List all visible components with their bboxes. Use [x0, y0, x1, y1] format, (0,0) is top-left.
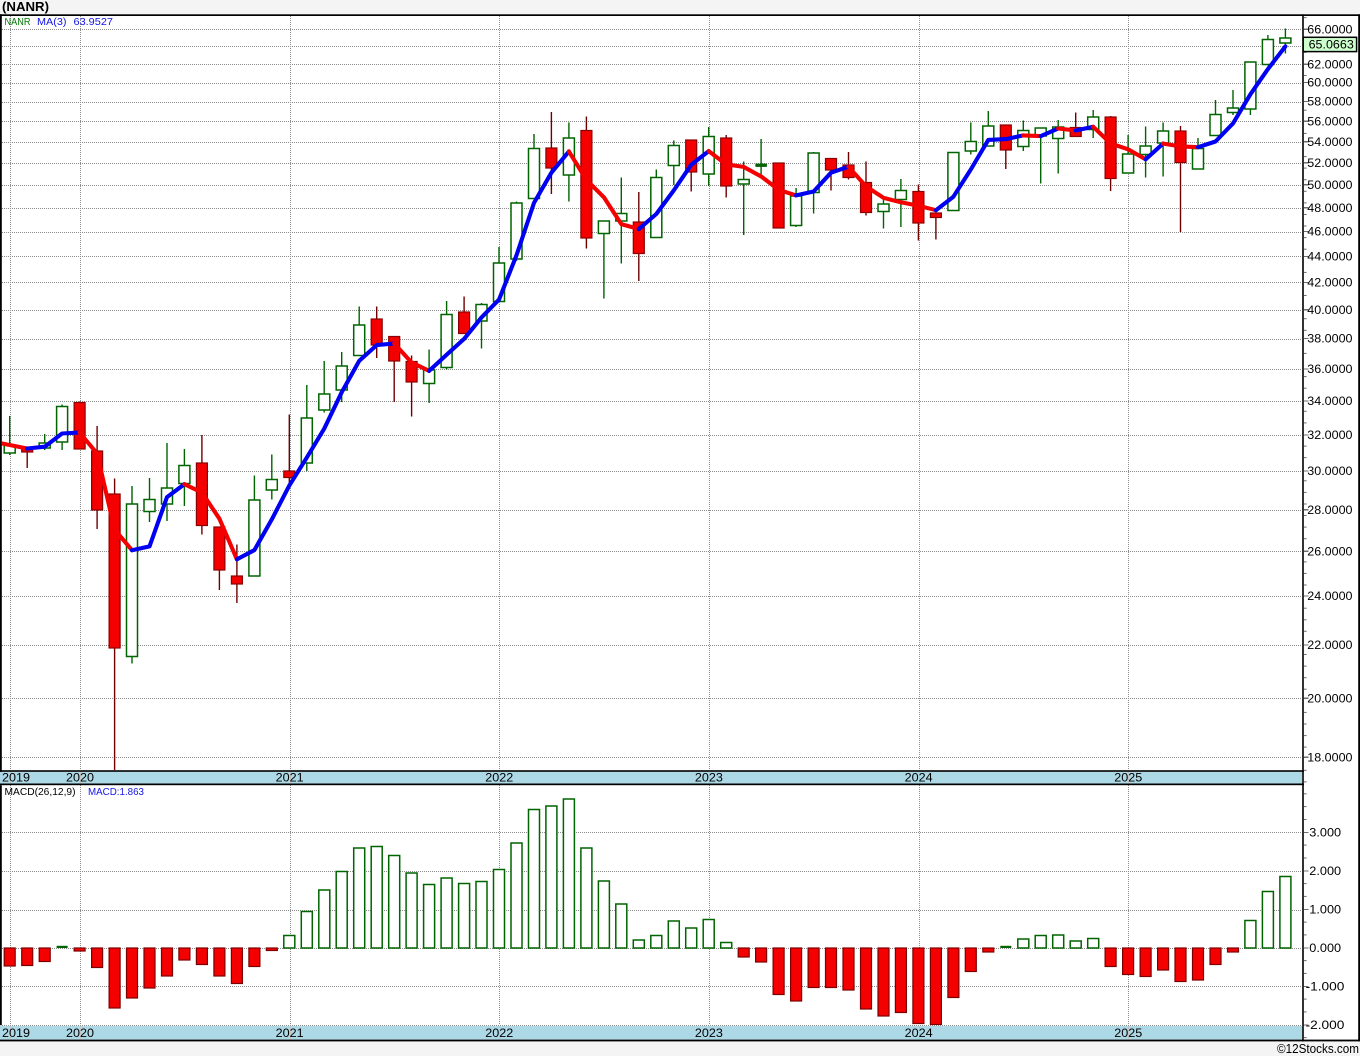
svg-text:2021: 2021: [276, 773, 304, 785]
svg-text:MA(3): MA(3): [37, 16, 67, 28]
svg-text:40.0000: 40.0000: [1307, 305, 1352, 317]
svg-text:48.0000: 48.0000: [1307, 203, 1352, 215]
svg-text:2.000: 2.000: [1309, 866, 1341, 878]
svg-text:18.0000: 18.0000: [1307, 752, 1352, 764]
svg-text:-1.000: -1.000: [1306, 982, 1345, 994]
svg-text:44.0000: 44.0000: [1307, 252, 1352, 264]
svg-text:NANR: NANR: [5, 16, 31, 28]
svg-text:0.000: 0.000: [1309, 943, 1341, 955]
svg-text:2024: 2024: [905, 1028, 934, 1040]
svg-text:(NANR): (NANR): [2, 0, 49, 14]
svg-text:52.0000: 52.0000: [1307, 158, 1352, 170]
svg-text:36.0000: 36.0000: [1307, 364, 1352, 376]
svg-text:26.0000: 26.0000: [1307, 546, 1352, 558]
svg-text:-2.000: -2.000: [1306, 1020, 1345, 1032]
svg-text:66.0000: 66.0000: [1307, 24, 1352, 36]
svg-text:2021: 2021: [276, 1028, 304, 1040]
svg-text:62.0000: 62.0000: [1307, 59, 1352, 71]
svg-text:2025: 2025: [1114, 773, 1142, 785]
svg-text:2022: 2022: [485, 773, 513, 785]
svg-text:46.0000: 46.0000: [1307, 227, 1352, 239]
svg-text:28.0000: 28.0000: [1307, 505, 1352, 517]
svg-text:24.0000: 24.0000: [1307, 591, 1352, 603]
svg-text:1.000: 1.000: [1309, 905, 1341, 917]
svg-text:2024: 2024: [905, 773, 934, 785]
svg-text:2019: 2019: [2, 773, 30, 785]
svg-text:2023: 2023: [695, 773, 723, 785]
svg-text:32.0000: 32.0000: [1307, 430, 1352, 442]
svg-text:54.0000: 54.0000: [1307, 137, 1352, 149]
svg-text:22.0000: 22.0000: [1307, 640, 1352, 652]
svg-text:42.0000: 42.0000: [1307, 278, 1352, 290]
svg-text:60.0000: 60.0000: [1307, 78, 1352, 90]
svg-text:63.9527: 63.9527: [74, 16, 114, 28]
svg-text:38.0000: 38.0000: [1307, 334, 1352, 346]
svg-text:20.0000: 20.0000: [1307, 693, 1352, 705]
svg-text:MACD:1.863: MACD:1.863: [88, 786, 144, 798]
svg-text:56.0000: 56.0000: [1307, 116, 1352, 128]
svg-text:2023: 2023: [695, 1028, 723, 1040]
svg-text:65.0663: 65.0663: [1309, 40, 1354, 52]
svg-text:30.0000: 30.0000: [1307, 466, 1352, 478]
svg-text:MACD(26,12,9): MACD(26,12,9): [5, 786, 76, 798]
svg-text:50.0000: 50.0000: [1307, 180, 1352, 192]
svg-text:2025: 2025: [1114, 1028, 1142, 1040]
svg-text:34.0000: 34.0000: [1307, 396, 1352, 408]
svg-text:2019: 2019: [2, 1028, 30, 1040]
svg-text:58.0000: 58.0000: [1307, 97, 1352, 109]
svg-text:3.000: 3.000: [1309, 828, 1341, 840]
svg-text:2022: 2022: [485, 1028, 513, 1040]
svg-text:©12Stocks.com: ©12Stocks.com: [1277, 1042, 1359, 1056]
svg-text:2020: 2020: [66, 773, 94, 785]
svg-text:2020: 2020: [66, 1028, 94, 1040]
